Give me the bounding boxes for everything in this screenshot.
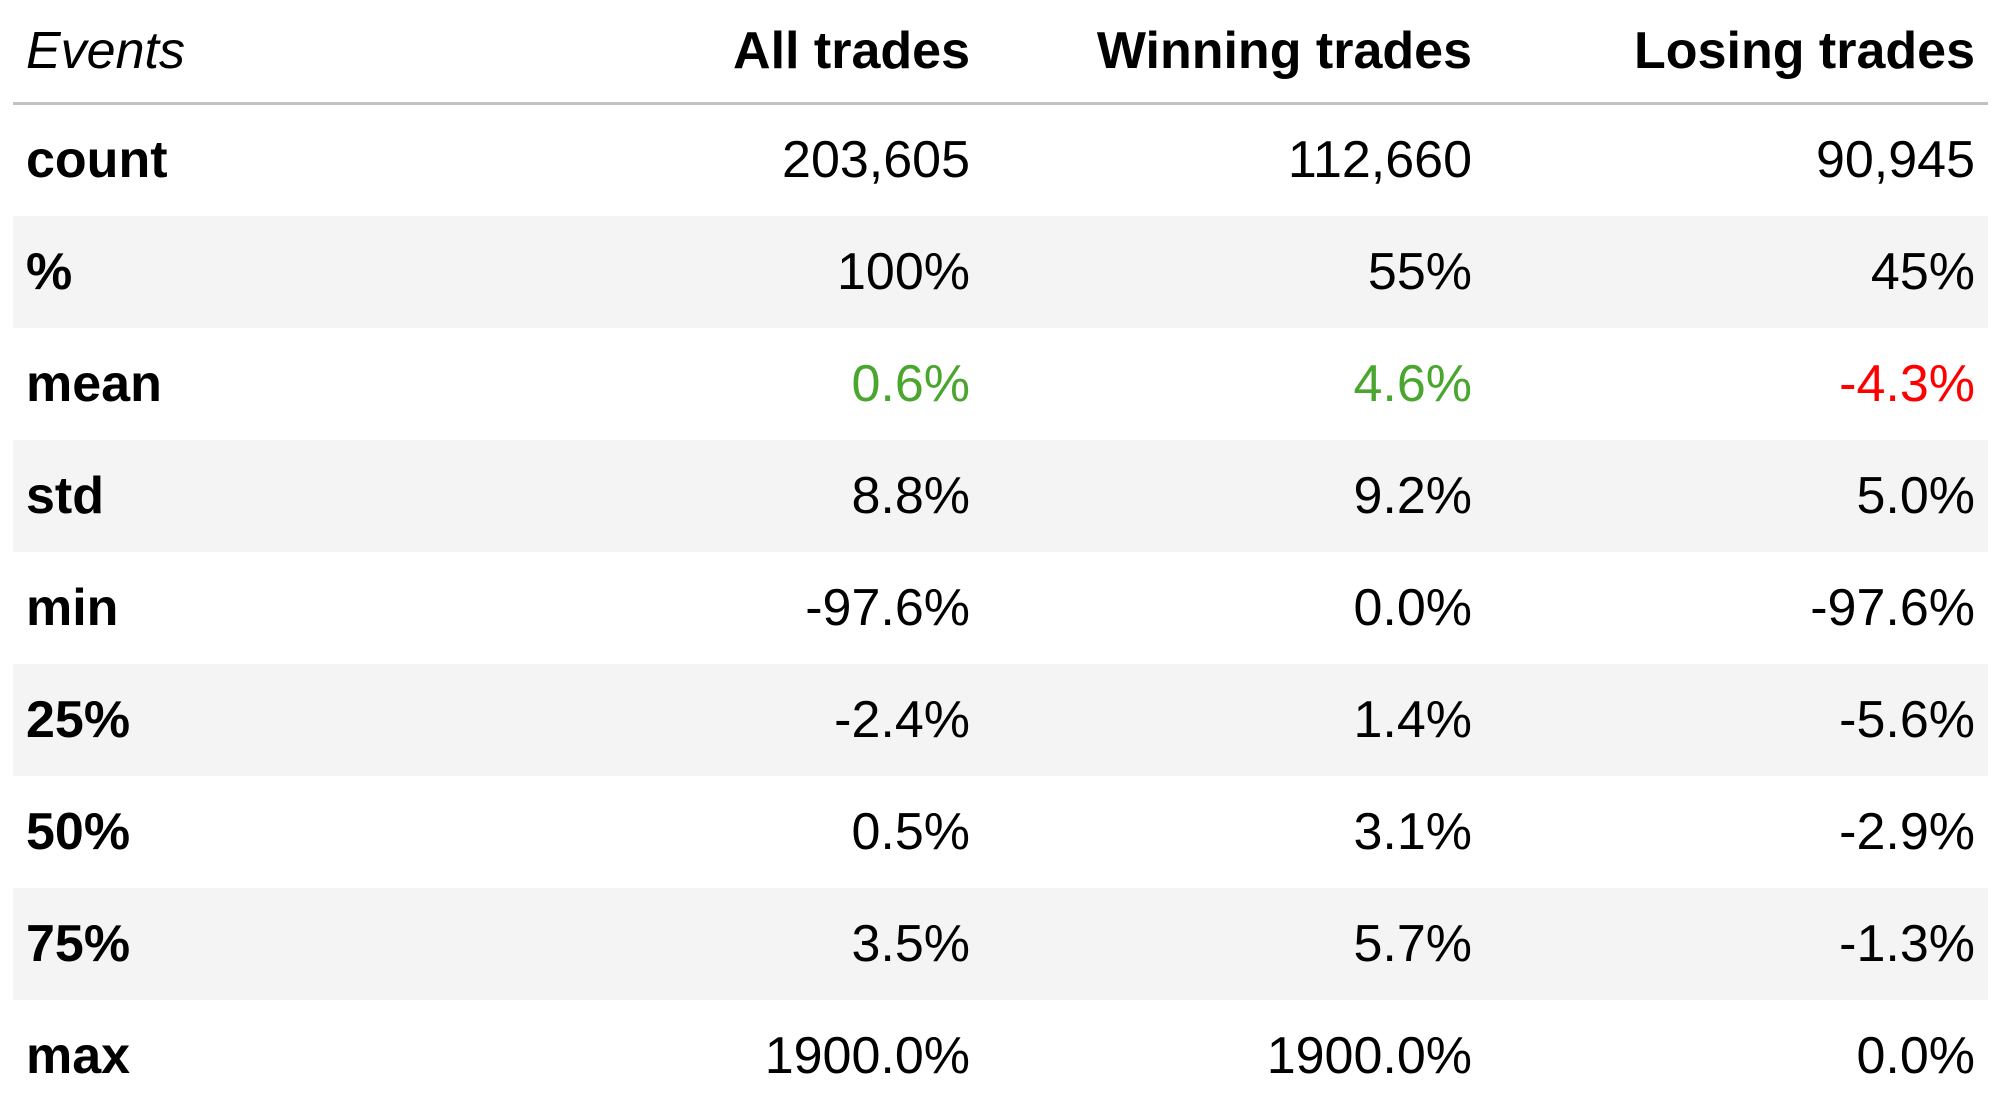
trade-statistics-table: Events All trades Winning trades Losing …: [13, 0, 1988, 1112]
cell-losing-trades: -5.6%: [1839, 690, 1975, 749]
cell-losing-trades: -1.3%: [1839, 914, 1975, 973]
cell-all-trades: 1900.0%: [764, 1026, 970, 1085]
cell-losing-trades: 45%: [1870, 242, 1975, 301]
table-row: % 100% 55% 45%: [13, 215, 1988, 328]
cell-all-trades: 0.5%: [851, 802, 970, 861]
cell-all-trades: 8.8%: [851, 466, 970, 525]
cell-losing-trades: 5.0%: [1856, 466, 1975, 525]
cell-winning-trades: 5.7%: [1353, 914, 1472, 973]
cell-all-trades: 100%: [837, 242, 970, 301]
row-label: min: [26, 578, 119, 637]
table-row: std 8.8% 9.2% 5.0%: [13, 439, 1988, 552]
table-row: min -97.6% 0.0% -97.6%: [13, 552, 1988, 664]
row-label: mean: [26, 354, 162, 413]
header-winning-trades: Winning trades: [983, 0, 1485, 105]
table-row: max 1900.0% 1900.0% 0.0%: [13, 1000, 1988, 1112]
cell-all-trades: -97.6%: [805, 578, 970, 637]
table-row: 25% -2.4% 1.4% -5.6%: [13, 663, 1988, 776]
cell-losing-trades: 0.0%: [1856, 1026, 1975, 1085]
header-row: Events All trades Winning trades Losing …: [13, 0, 1988, 105]
row-label: max: [26, 1026, 131, 1085]
cell-winning-trades: 3.1%: [1353, 802, 1472, 861]
cell-losing-trades: -97.6%: [1810, 578, 1975, 637]
table-row: 50% 0.5% 3.1% -2.9%: [13, 776, 1988, 888]
cell-all-trades: 0.6%: [851, 354, 970, 413]
cell-losing-trades: -2.9%: [1839, 802, 1975, 861]
cell-winning-trades: 55%: [1367, 242, 1472, 301]
row-label: %: [26, 242, 73, 301]
row-label: 50%: [26, 802, 131, 861]
cell-winning-trades: 0.0%: [1353, 578, 1472, 637]
cell-losing-trades: 90,945: [1815, 131, 1975, 190]
stats-table-container: Events All trades Winning trades Losing …: [13, 0, 1988, 1112]
cell-winning-trades: 1900.0%: [1266, 1026, 1472, 1085]
table-row: count 203,605 112,660 90,945: [13, 104, 1988, 216]
cell-all-trades: 203,605: [782, 131, 970, 190]
table-row: 75% 3.5% 5.7% -1.3%: [13, 887, 1988, 1000]
cell-winning-trades: 4.6%: [1353, 354, 1472, 413]
row-label: 25%: [26, 690, 131, 749]
row-label: 75%: [26, 914, 131, 973]
header-all-trades: All trades: [483, 0, 983, 105]
cell-all-trades: -2.4%: [834, 690, 970, 749]
cell-losing-trades: -4.3%: [1839, 354, 1975, 413]
cell-winning-trades: 112,660: [1287, 131, 1472, 190]
cell-winning-trades: 1.4%: [1353, 690, 1472, 749]
header-losing-trades: Losing trades: [1485, 0, 1988, 105]
row-label: count: [26, 131, 168, 190]
cell-winning-trades: 9.2%: [1353, 466, 1472, 525]
cell-all-trades: 3.5%: [851, 914, 970, 973]
header-events: Events: [13, 0, 483, 105]
row-label: std: [26, 466, 104, 525]
table-row: mean 0.6% 4.6% -4.3%: [13, 328, 1988, 440]
